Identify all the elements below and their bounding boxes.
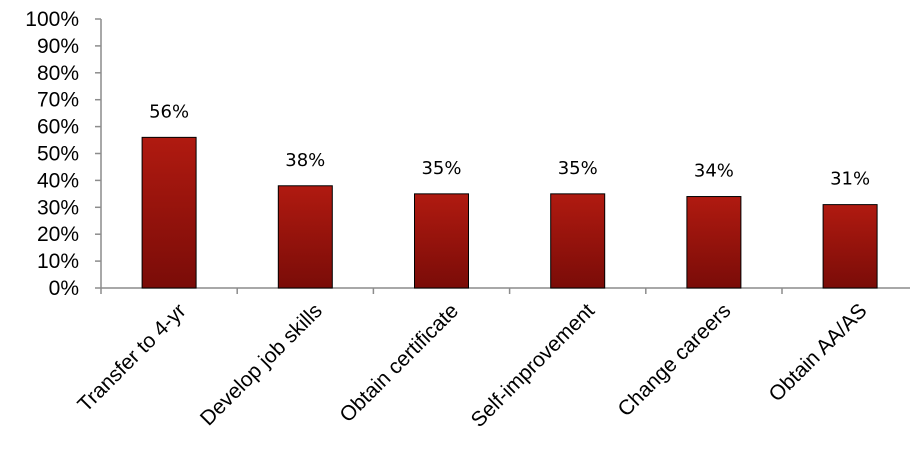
- y-tick-label: 30%: [37, 196, 79, 219]
- x-tick-label: Self-improvement: [467, 299, 600, 432]
- y-tick-label: 70%: [37, 89, 79, 112]
- x-tick-label: Obtain certificate: [335, 299, 463, 427]
- data-labels: 56% 38% 35% 35% 34% 31%: [149, 101, 870, 189]
- y-tick-label: 50%: [37, 143, 79, 166]
- x-tick-labels: Transfer to 4-yr Develop job skills Obtain…: [73, 299, 871, 432]
- x-tick-label: Develop job skills: [196, 299, 327, 430]
- data-label: 35%: [421, 158, 461, 179]
- y-tick-label: 90%: [37, 35, 79, 58]
- y-axis: 0% 10% 20% 30% 40% 50% 60% 70% 80% 90% 100%: [25, 8, 102, 300]
- bars: [141, 136, 878, 289]
- x-tick-label: Transfer to 4-yr: [73, 299, 190, 416]
- data-label: 38%: [285, 150, 325, 171]
- x-tick-label: Change careers: [614, 299, 736, 421]
- x-axis: [100, 287, 910, 294]
- bar: [822, 204, 878, 289]
- data-label: 31%: [830, 169, 870, 190]
- y-tick-label: 80%: [37, 62, 79, 85]
- y-tick-label: 10%: [37, 250, 79, 273]
- y-tick-label: 20%: [37, 223, 79, 246]
- y-tick-label: 60%: [37, 116, 79, 139]
- x-tick-label: Obtain AA/AS: [765, 299, 872, 406]
- data-label: 56%: [149, 101, 189, 122]
- bar: [277, 185, 333, 289]
- data-label: 34%: [694, 161, 734, 182]
- bar: [414, 193, 469, 289]
- bar: [686, 196, 742, 289]
- bar: [550, 193, 606, 289]
- y-tick-label: 40%: [37, 169, 79, 192]
- y-tick-label: 0%: [49, 277, 79, 300]
- data-label: 35%: [558, 158, 598, 179]
- y-tick-label: 100%: [25, 8, 79, 31]
- bar: [141, 136, 197, 289]
